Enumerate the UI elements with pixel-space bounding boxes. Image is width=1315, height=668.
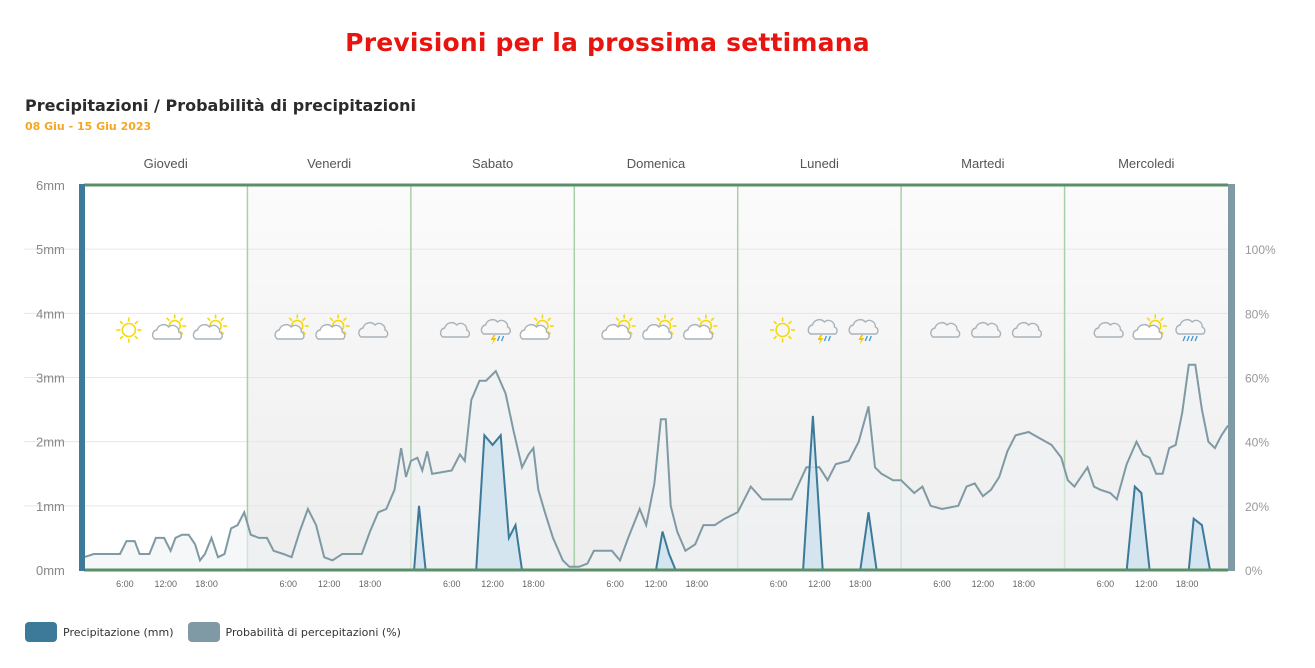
y-right-tick-label: 20% [1245,500,1269,514]
hour-tick-label: 18:00 [195,579,218,589]
hour-tick-label: 12:00 [972,579,995,589]
hour-tick-label: 18:00 [849,579,872,589]
partly-cloudy-icon [1132,314,1167,340]
partly-cloudy-icon [274,314,309,340]
y-left-tick-label: 5mm [36,242,65,257]
sun-icon [116,317,142,343]
partly-cloudy-icon [519,314,554,340]
y-left-tick-label: 6mm [36,178,65,193]
y-right-tick-label: 0% [1245,564,1263,578]
y-left-tick-label: 0mm [36,563,65,578]
hour-tick-label: 12:00 [481,579,504,589]
hour-tick-label: 12:00 [1135,579,1158,589]
hour-tick-label: 12:00 [808,579,831,589]
day-label: Lunedi [800,156,839,171]
hour-tick-label: 6:00 [770,579,788,589]
probability-area [84,364,1228,570]
cloud-icon [971,322,1002,338]
partly-cloudy-icon [192,314,228,340]
thunderstorm-icon [848,319,879,345]
hour-tick-label: 12:00 [645,579,668,589]
chart-title: Precipitazioni / Probabilità di precipit… [25,96,416,115]
hour-tick-label: 18:00 [522,579,545,589]
day-label: Venerdi [307,156,351,171]
hour-tick-label: 6:00 [443,579,461,589]
partly-cloudy-icon [151,314,187,340]
rain-cloud-icon [1175,319,1206,342]
thunderstorm-icon [480,319,511,345]
cloud-icon [358,322,389,338]
legend-label-prob: Probabilità di percepitazioni (%) [225,625,401,639]
cloud-icon [439,322,471,338]
thunderstorm-icon [807,319,838,345]
y-right-tick-label: 60% [1245,372,1269,386]
probability-line [83,363,1229,568]
day-label: Domenica [627,156,686,171]
legend-item-prob: Probabilità di percepitazioni (%) [187,622,401,642]
hour-tick-label: 6:00 [116,579,134,589]
hour-tick-label: 6:00 [1097,579,1115,589]
cloud-icon [930,322,961,338]
hour-tick-label: 12:00 [318,579,341,589]
partly-cloudy-icon [683,314,718,340]
hour-tick-label: 6:00 [280,579,298,589]
hour-tick-label: 6:00 [933,579,951,589]
right-axis-bar [1228,184,1235,571]
page-heading: Previsioni per la prossima settimana [345,28,870,57]
sun-icon [770,317,796,343]
hour-tick-label: 6:00 [606,579,624,589]
y-right-tick-label: 100% [1245,243,1276,257]
day-label: Sabato [472,156,513,171]
y-left-tick-label: 2mm [36,435,65,450]
chart-subtitle: 08 Giu - 15 Giu 2023 [25,120,152,133]
left-axis-bar [79,184,85,571]
y-left-tick-label: 3mm [36,371,65,386]
y-left-tick-label: 1mm [36,499,65,514]
legend-item-precip: Precipitazione (mm) [25,622,174,642]
cloud-icon [1011,322,1043,338]
y-right-tick-label: 80% [1245,307,1269,321]
partly-cloudy-icon [315,314,350,340]
day-label: Martedi [961,156,1004,171]
cloud-icon [1093,322,1124,338]
y-left-tick-label: 4mm [36,306,65,321]
legend-swatch-precip [25,622,57,642]
y-right-tick-label: 40% [1245,436,1269,450]
day-label: Giovedi [144,156,188,171]
partly-cloudy-icon [601,314,636,340]
legend-label-precip: Precipitazione (mm) [63,625,174,639]
partly-cloudy-icon [642,314,677,340]
hour-tick-label: 12:00 [154,579,177,589]
chart-legend: Precipitazione (mm) Probabilità di perce… [25,622,415,642]
hour-tick-label: 18:00 [359,579,382,589]
day-label: Mercoledi [1118,156,1174,171]
hour-tick-label: 18:00 [1012,579,1035,589]
hour-tick-label: 18:00 [1176,579,1199,589]
legend-swatch-prob [187,622,220,642]
hour-tick-label: 18:00 [686,579,709,589]
